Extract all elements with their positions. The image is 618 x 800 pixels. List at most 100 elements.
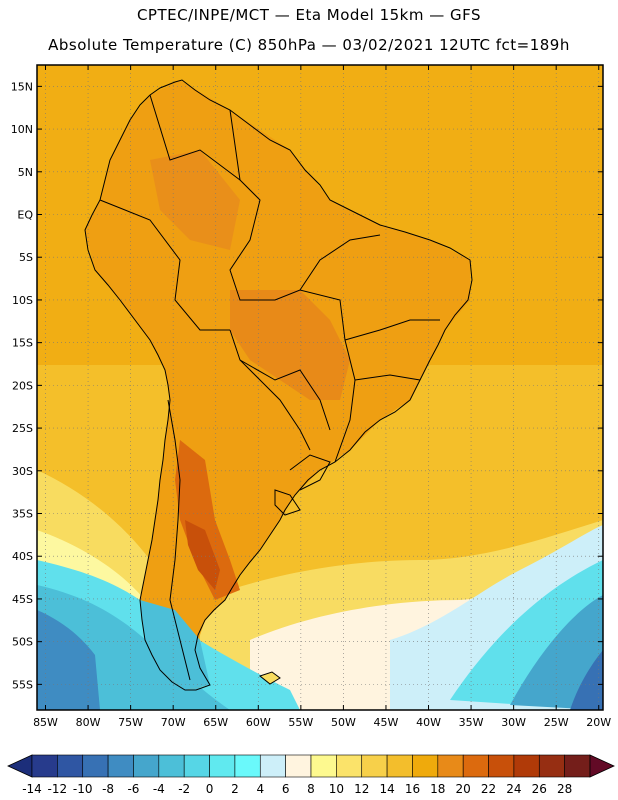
lat-label-35S: 35S (12, 508, 33, 521)
south-america-land (85, 80, 470, 690)
colorbar-swatch-22 (488, 754, 515, 778)
lon-label-20W: 20W (586, 716, 611, 729)
lon-label-40W: 40W (416, 716, 441, 729)
lon-label-85W: 85W (33, 716, 58, 729)
colorbar-swatch-24 (513, 754, 540, 778)
patagonia-hotter-zone (185, 520, 220, 590)
colombia-border (149, 94, 241, 181)
interior-hot-zone (230, 290, 350, 400)
amazon-hot-zone (150, 150, 240, 250)
lat-label-45S: 45S (12, 593, 33, 606)
lat-label-15N: 15N (11, 80, 33, 93)
colorbar-label-10: 10 (329, 782, 344, 796)
lat-label-5N: 5N (18, 166, 33, 179)
colorbar-under-arrow (7, 754, 33, 778)
uruguay-border (289, 454, 331, 491)
colorbar-swatch-6 (285, 754, 312, 778)
map-field (37, 65, 603, 710)
lon-label-45W: 45W (374, 716, 399, 729)
chart-title: CPTEC/INPE/MCT — Eta Model 15km — GFS (136, 6, 482, 24)
lat-label-20S: 20S (12, 379, 33, 392)
brazil-states-2 (344, 319, 440, 341)
lat-label-30S: 30S (12, 465, 33, 478)
paraguay-border (239, 359, 331, 431)
colorbar-label-12: 12 (354, 782, 369, 796)
colorbar-label--12: -12 (48, 782, 68, 796)
colorbar-label-0: 0 (206, 782, 214, 796)
atlantic-deep-cold-zone (570, 650, 603, 710)
country-boundaries (84, 79, 473, 691)
colorbar-label--14: -14 (22, 782, 42, 796)
lon-label-60W: 60W (246, 716, 271, 729)
lon-label-65W: 65W (203, 716, 228, 729)
colorbar-swatch--12 (57, 754, 84, 778)
argentina-border (229, 329, 311, 451)
lon-label-70W: 70W (161, 716, 186, 729)
colorbar-swatch--2 (183, 754, 210, 778)
falkland-islands (258, 671, 281, 685)
colorbar-swatch-26 (538, 754, 565, 778)
colorbar-swatch-14 (386, 754, 413, 778)
lon-label-30W: 30W (501, 716, 526, 729)
colorbar-label-18: 18 (430, 782, 445, 796)
lat-label-40S: 40S (12, 550, 33, 563)
colorbar-label-26: 26 (532, 782, 547, 796)
colorbar-label-6: 6 (282, 782, 290, 796)
colorbar-label--2: -2 (178, 782, 190, 796)
lat-label-10N: 10N (11, 123, 33, 136)
chart-subtitle: Absolute Temperature (C) 850hPa — 03/02/… (48, 36, 570, 54)
colorbar-label-24: 24 (506, 782, 521, 796)
colorbar-label-2: 2 (231, 782, 239, 796)
lon-label-80W: 80W (76, 716, 101, 729)
lat-label-5S: 5S (19, 251, 33, 264)
rio-de-la-plata (274, 489, 301, 516)
colorbar-label-14: 14 (379, 782, 394, 796)
lat-label-10S: 10S (12, 294, 33, 307)
colorbar-label-20: 20 (456, 782, 471, 796)
lat-label-EQ: EQ (17, 209, 33, 222)
colorbar-swatch--14 (31, 754, 58, 778)
brazil-states-1 (299, 234, 381, 291)
colorbar-swatch--8 (107, 754, 134, 778)
colorbar-label-4: 4 (256, 782, 264, 796)
colorbar-label--10: -10 (73, 782, 93, 796)
colorbar-label--4: -4 (153, 782, 165, 796)
colorbar-label-16: 16 (405, 782, 420, 796)
southwest-coldest-zone (37, 610, 100, 710)
atlantic-coldest-zone (510, 595, 603, 710)
map-frame (36, 64, 604, 711)
lon-label-75W: 75W (118, 716, 143, 729)
colorbar-swatch-20 (462, 754, 489, 778)
colorbar-label--8: -8 (102, 782, 114, 796)
colorbar-label-8: 8 (307, 782, 315, 796)
colorbar-swatch--4 (158, 754, 185, 778)
peru-bolivia-border (99, 199, 230, 331)
patagonia-hot-zone (175, 440, 240, 600)
colorbar-label-28: 28 (557, 782, 572, 796)
lat-label-50S: 50S (12, 636, 33, 649)
colorbar-swatch-10 (336, 754, 363, 778)
coastline (84, 79, 473, 691)
colorbar-swatch--10 (82, 754, 109, 778)
lat-label-55S: 55S (12, 678, 33, 691)
colorbar-label--6: -6 (127, 782, 139, 796)
lon-label-55W: 55W (288, 716, 313, 729)
lat-label-15S: 15S (12, 337, 33, 350)
southern-cone-cool-zone (140, 600, 210, 690)
lon-label-35W: 35W (459, 716, 484, 729)
colorbar-swatch-4 (259, 754, 286, 778)
colorbar-over-arrow (589, 754, 615, 778)
colorbar-swatch-2 (234, 754, 261, 778)
colorbar-swatch-28 (564, 754, 591, 778)
latitude-axis: 15N 10N 5N EQ 5S 10S 15S 20S 25S 30S 35S 40S 45S 50S 5… (11, 80, 603, 691)
colorbar: -14 -12 -10 -8 -6 -4 -2 0 2 4 6 8 10 12 14 16 18 20 22 24 26… (7, 754, 615, 796)
colorbar-label-22: 22 (481, 782, 496, 796)
lon-label-50W: 50W (331, 716, 356, 729)
longitude-axis: 85W 80W 75W 70W 65W 60W 55W 50W 45W 40W 35W 30W 25W 2… (33, 65, 611, 729)
brazil-states-3 (354, 374, 421, 381)
colorbar-swatch-0 (209, 754, 236, 778)
lon-label-25W: 25W (544, 716, 569, 729)
colorbar-swatch-16 (412, 754, 439, 778)
colorbar-swatch-18 (437, 754, 464, 778)
